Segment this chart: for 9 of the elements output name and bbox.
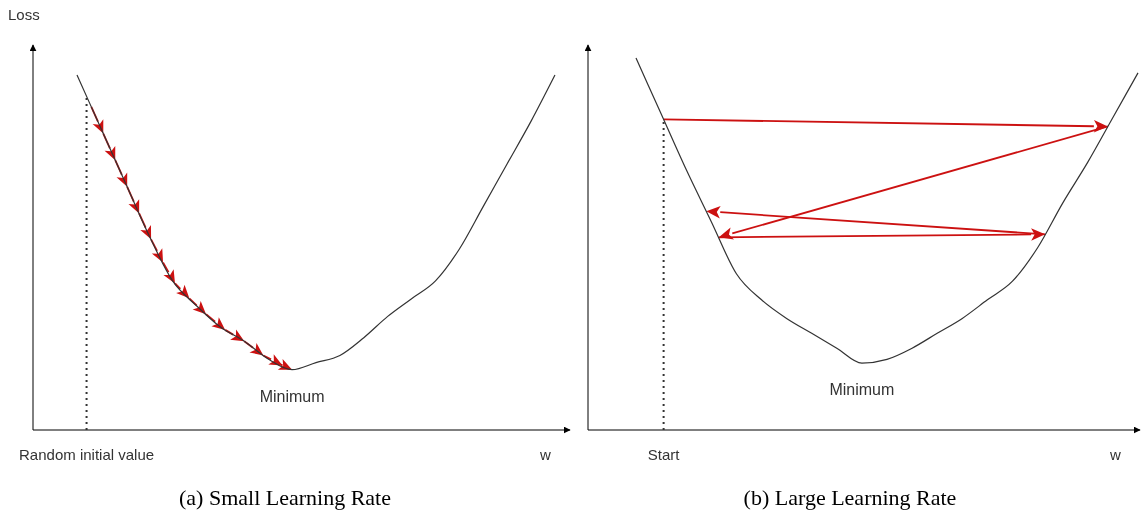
annotation: Minimum	[829, 381, 895, 399]
annotation: Minimum	[259, 387, 325, 405]
text: Random initial value	[19, 446, 155, 463]
x-axis-title: w	[539, 446, 551, 463]
text: (a) Small Learning Rate	[179, 485, 391, 510]
text: Start	[647, 446, 681, 463]
x-axis-title: w	[1109, 446, 1121, 463]
y-axis-title: Loss	[8, 6, 40, 23]
text: (b) Large Learning Rate	[743, 485, 957, 510]
